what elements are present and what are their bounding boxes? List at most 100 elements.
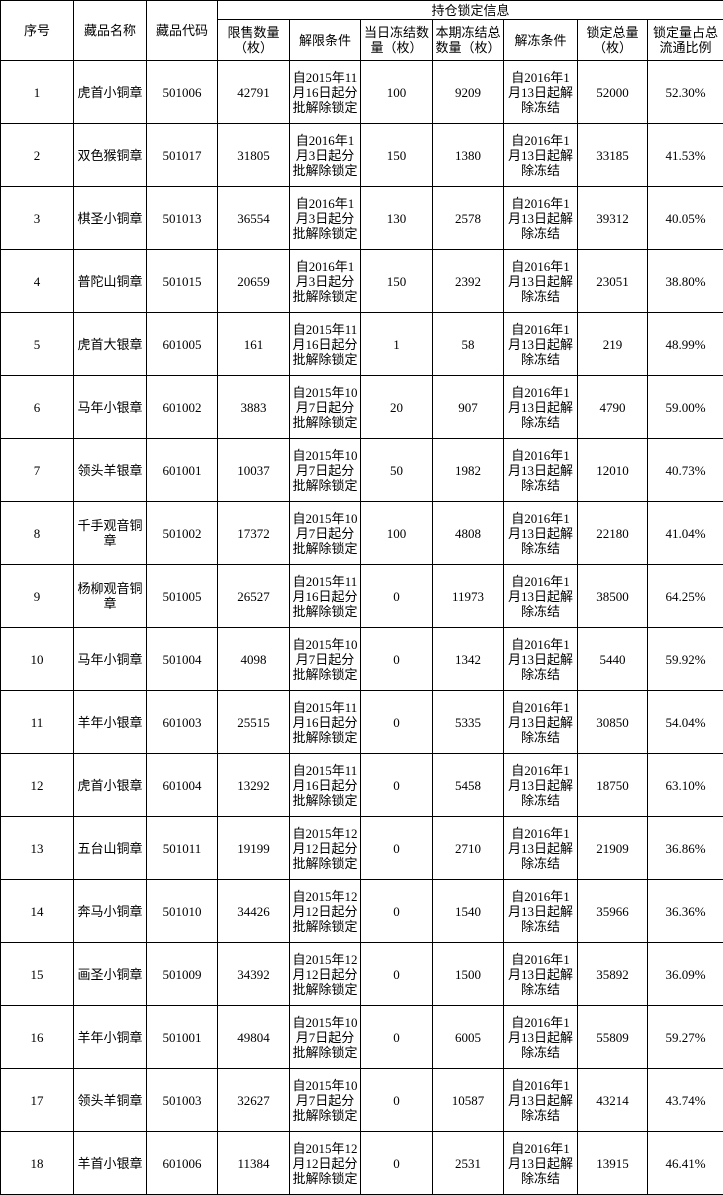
- cell-item-name: 马年小银章: [74, 376, 147, 439]
- col-header-frozen-period-total-qty: 本期冻结总数量（枚）: [433, 20, 504, 61]
- col-header-locked-total-qty: 锁定总量（枚）: [578, 20, 648, 61]
- cell-locked-ratio: 64.25%: [648, 565, 723, 628]
- cell-frozen-period-total-qty: 2710: [433, 817, 504, 880]
- cell-locked-total-qty: 38500: [578, 565, 648, 628]
- col-header-unlock-condition: 解限条件: [290, 20, 361, 61]
- cell-item-code: 501017: [147, 124, 218, 187]
- cell-item-code: 601001: [147, 439, 218, 502]
- cell-frozen-today-qty: 150: [361, 250, 433, 313]
- cell-unfreeze-condition: 自2016年1月13日起解除冻结: [504, 1132, 578, 1195]
- cell-unfreeze-condition: 自2016年1月13日起解除冻结: [504, 943, 578, 1006]
- cell-frozen-period-total-qty: 5335: [433, 691, 504, 754]
- cell-unlock-condition: 自2015年12月12日起分批解除锁定: [290, 880, 361, 943]
- cell-seq: 3: [1, 187, 74, 250]
- cell-restricted-qty: 11384: [218, 1132, 290, 1195]
- cell-item-code: 501006: [147, 61, 218, 124]
- cell-unlock-condition: 自2015年10月7日起分批解除锁定: [290, 628, 361, 691]
- cell-item-name: 马年小铜章: [74, 628, 147, 691]
- cell-restricted-qty: 32627: [218, 1069, 290, 1132]
- cell-restricted-qty: 13292: [218, 754, 290, 817]
- cell-restricted-qty: 42791: [218, 61, 290, 124]
- cell-frozen-period-total-qty: 10587: [433, 1069, 504, 1132]
- cell-frozen-period-total-qty: 1342: [433, 628, 504, 691]
- cell-locked-ratio: 59.92%: [648, 628, 723, 691]
- cell-frozen-period-total-qty: 907: [433, 376, 504, 439]
- cell-locked-ratio: 40.73%: [648, 439, 723, 502]
- cell-locked-ratio: 41.53%: [648, 124, 723, 187]
- cell-frozen-today-qty: 0: [361, 565, 433, 628]
- col-header-item-name: 藏品名称: [74, 1, 147, 61]
- cell-locked-total-qty: 18750: [578, 754, 648, 817]
- cell-restricted-qty: 34392: [218, 943, 290, 1006]
- cell-unlock-condition: 自2016年1月3日起分批解除锁定: [290, 124, 361, 187]
- cell-frozen-period-total-qty: 9209: [433, 61, 504, 124]
- cell-locked-ratio: 48.99%: [648, 313, 723, 376]
- cell-restricted-qty: 31805: [218, 124, 290, 187]
- cell-locked-total-qty: 30850: [578, 691, 648, 754]
- cell-frozen-period-total-qty: 4808: [433, 502, 504, 565]
- cell-item-name: 棋圣小铜章: [74, 187, 147, 250]
- cell-item-name: 普陀山铜章: [74, 250, 147, 313]
- cell-unfreeze-condition: 自2016年1月13日起解除冻结: [504, 124, 578, 187]
- cell-unfreeze-condition: 自2016年1月13日起解除冻结: [504, 376, 578, 439]
- cell-frozen-period-total-qty: 58: [433, 313, 504, 376]
- cell-locked-ratio: 40.05%: [648, 187, 723, 250]
- cell-unfreeze-condition: 自2016年1月13日起解除冻结: [504, 1069, 578, 1132]
- col-header-restricted-qty: 限售数量（枚）: [218, 20, 290, 61]
- cell-locked-ratio: 59.00%: [648, 376, 723, 439]
- cell-frozen-today-qty: 0: [361, 943, 433, 1006]
- cell-unlock-condition: 自2016年1月3日起分批解除锁定: [290, 187, 361, 250]
- cell-restricted-qty: 161: [218, 313, 290, 376]
- cell-item-name: 羊年小银章: [74, 691, 147, 754]
- cell-frozen-today-qty: 150: [361, 124, 433, 187]
- cell-item-name: 羊首小银章: [74, 1132, 147, 1195]
- col-header-unfreeze-condition: 解冻条件: [504, 20, 578, 61]
- cell-seq: 9: [1, 565, 74, 628]
- cell-locked-total-qty: 13915: [578, 1132, 648, 1195]
- cell-seq: 12: [1, 754, 74, 817]
- cell-restricted-qty: 49804: [218, 1006, 290, 1069]
- cell-item-code: 601006: [147, 1132, 218, 1195]
- cell-seq: 10: [1, 628, 74, 691]
- cell-seq: 14: [1, 880, 74, 943]
- cell-locked-total-qty: 55809: [578, 1006, 648, 1069]
- cell-locked-ratio: 59.27%: [648, 1006, 723, 1069]
- cell-seq: 7: [1, 439, 74, 502]
- cell-seq: 6: [1, 376, 74, 439]
- cell-locked-total-qty: 33185: [578, 124, 648, 187]
- cell-restricted-qty: 3883: [218, 376, 290, 439]
- cell-frozen-today-qty: 0: [361, 754, 433, 817]
- cell-unfreeze-condition: 自2016年1月13日起解除冻结: [504, 61, 578, 124]
- cell-item-name: 领头羊银章: [74, 439, 147, 502]
- cell-frozen-period-total-qty: 2531: [433, 1132, 504, 1195]
- col-header-locked-ratio: 锁定量占总流通比例: [648, 20, 723, 61]
- cell-frozen-today-qty: 100: [361, 61, 433, 124]
- cell-locked-total-qty: 35966: [578, 880, 648, 943]
- cell-locked-ratio: 36.09%: [648, 943, 723, 1006]
- cell-unlock-condition: 自2015年11月16日起分批解除锁定: [290, 313, 361, 376]
- cell-restricted-qty: 25515: [218, 691, 290, 754]
- cell-item-name: 奔马小铜章: [74, 880, 147, 943]
- cell-locked-ratio: 54.04%: [648, 691, 723, 754]
- cell-locked-total-qty: 22180: [578, 502, 648, 565]
- cell-frozen-today-qty: 0: [361, 817, 433, 880]
- cell-item-name: 画圣小铜章: [74, 943, 147, 1006]
- cell-locked-ratio: 36.36%: [648, 880, 723, 943]
- header-row-group: 序号 藏品名称 藏品代码 持仓锁定信息: [1, 1, 723, 20]
- cell-restricted-qty: 36554: [218, 187, 290, 250]
- cell-restricted-qty: 4098: [218, 628, 290, 691]
- cell-frozen-today-qty: 0: [361, 1069, 433, 1132]
- cell-unfreeze-condition: 自2016年1月13日起解除冻结: [504, 754, 578, 817]
- cell-restricted-qty: 17372: [218, 502, 290, 565]
- cell-item-code: 501013: [147, 187, 218, 250]
